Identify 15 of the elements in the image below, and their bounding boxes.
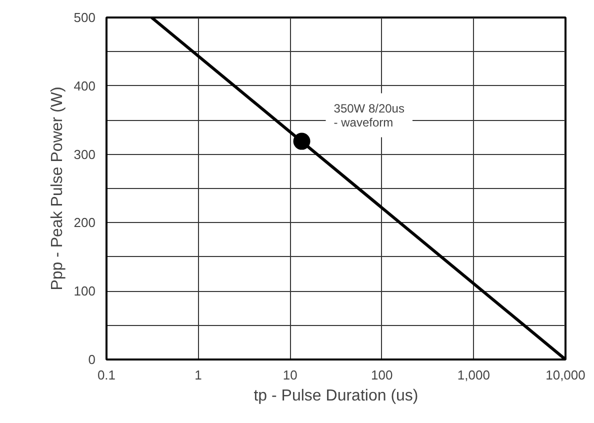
x-tick-label: 1,000: [457, 368, 490, 382]
x-tick-label: 100: [371, 368, 393, 382]
x-tick-label: 1: [194, 368, 202, 382]
annotation: 350W 8/20us - waveform: [334, 101, 404, 130]
y-tick-label: 300: [74, 146, 96, 162]
x-tick-label: 0.1: [97, 368, 116, 382]
x-tick-label: 10,000: [546, 368, 586, 382]
y-tick-label: 100: [74, 284, 96, 299]
y-tick-label: 200: [74, 215, 96, 230]
y-tick-label: 0: [88, 352, 96, 367]
y-tick-label: 500: [74, 10, 96, 25]
y-axis-title: Ppp - Peak Pulse Power (W): [48, 86, 66, 290]
y-tick-label: 400: [74, 78, 96, 94]
x-tick-label: 10: [282, 368, 298, 382]
x-axis-title: tp - Pulse Duration (us): [254, 388, 418, 404]
